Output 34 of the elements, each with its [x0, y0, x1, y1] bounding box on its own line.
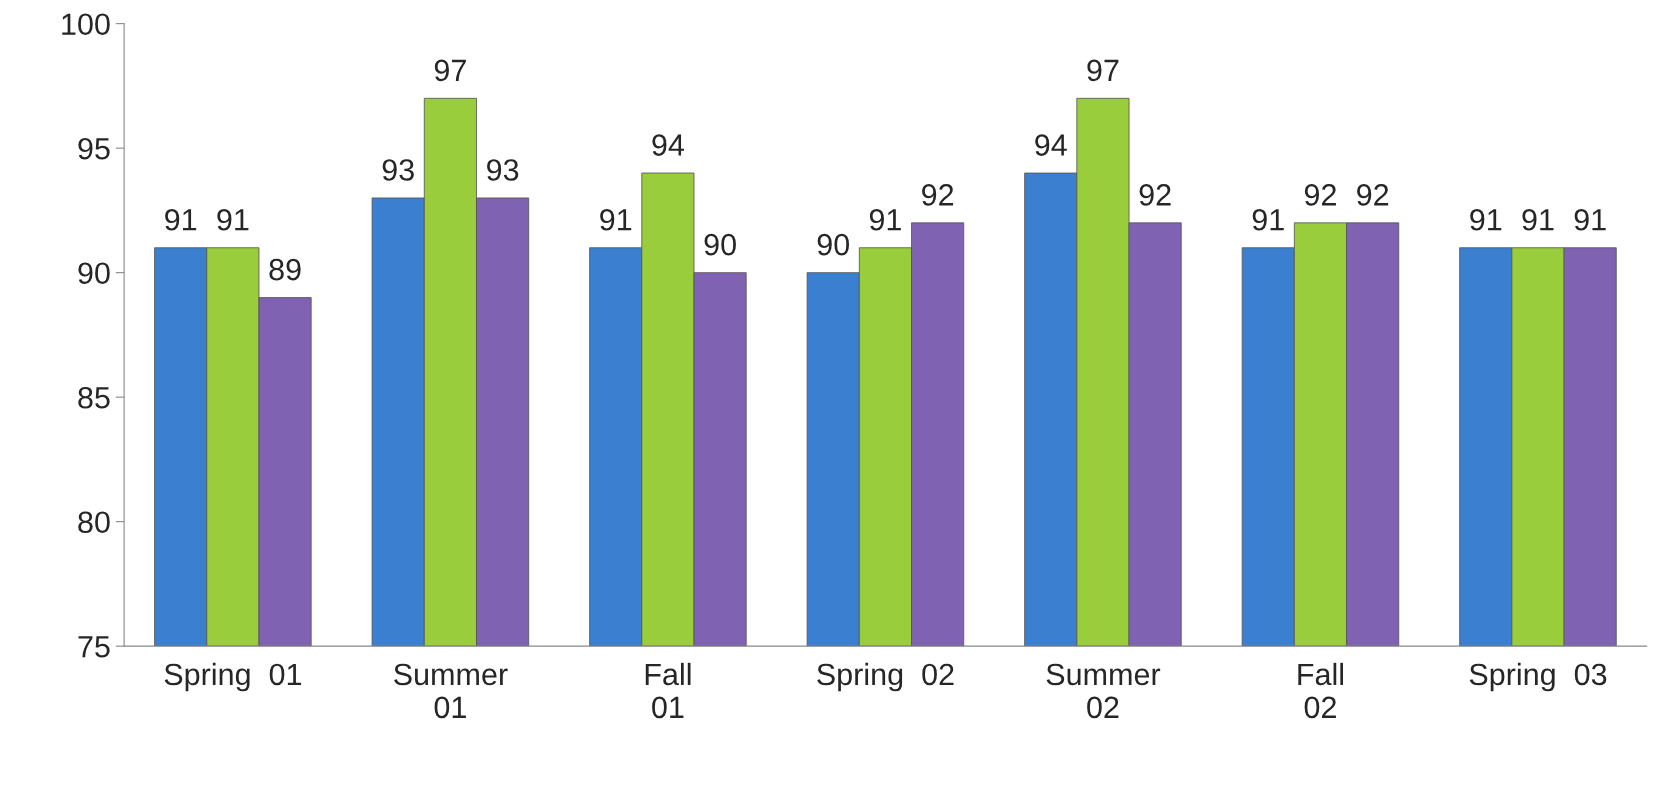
x-tick-label: Spring 01	[164, 662, 302, 692]
data-label: 91	[165, 208, 197, 231]
data-label: 91	[1252, 208, 1284, 231]
x-tick-label: Summer 02	[1046, 663, 1161, 719]
data-label: 94	[1035, 134, 1067, 156]
x-tick-label: Summer 01	[394, 663, 508, 719]
data-label: 93	[487, 159, 519, 181]
x-tick-label: Fall 01	[645, 662, 691, 719]
x-tick-label: Spring 02	[817, 662, 954, 692]
data-label: 97	[1087, 59, 1119, 82]
data-label: 97	[434, 59, 466, 82]
y-tick-label: 90	[78, 262, 110, 285]
y-tick-label: 95	[78, 137, 110, 160]
y-tick-label: 85	[78, 386, 110, 409]
data-label: 92	[1304, 184, 1336, 206]
data-label: 92	[1139, 184, 1171, 206]
data-label: 91	[1522, 208, 1554, 231]
data-label: 92	[1357, 184, 1389, 206]
data-label: 91	[1470, 208, 1502, 231]
data-label: 91	[869, 208, 901, 231]
data-label: 91	[600, 208, 632, 231]
y-tick-label: 80	[78, 511, 110, 534]
y-tick-label: 100	[62, 13, 110, 36]
data-label: 92	[922, 184, 954, 206]
x-tick-label: Spring 03	[1469, 662, 1607, 692]
data-label: 90	[704, 233, 736, 256]
data-label: 89	[269, 258, 301, 281]
x-tick-label: Fall 02	[1298, 662, 1344, 719]
data-label: 91	[1574, 208, 1606, 231]
data-label: 90	[817, 233, 850, 256]
data-label: 94	[652, 134, 685, 156]
data-label: 93	[382, 159, 414, 181]
y-tick-label: 75	[78, 636, 110, 658]
data-label: 91	[217, 208, 249, 231]
